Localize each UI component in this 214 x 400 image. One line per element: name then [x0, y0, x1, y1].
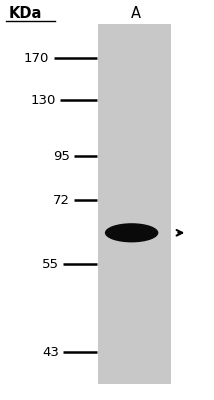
Bar: [98, 24, 171, 384]
Text: KDa: KDa: [9, 6, 42, 22]
Text: 55: 55: [42, 258, 59, 270]
Text: 130: 130: [30, 94, 56, 106]
Text: 95: 95: [53, 150, 70, 162]
Text: 170: 170: [24, 52, 49, 64]
Text: 72: 72: [53, 194, 70, 206]
Text: A: A: [131, 6, 141, 22]
Text: 43: 43: [42, 346, 59, 358]
Ellipse shape: [105, 223, 158, 242]
